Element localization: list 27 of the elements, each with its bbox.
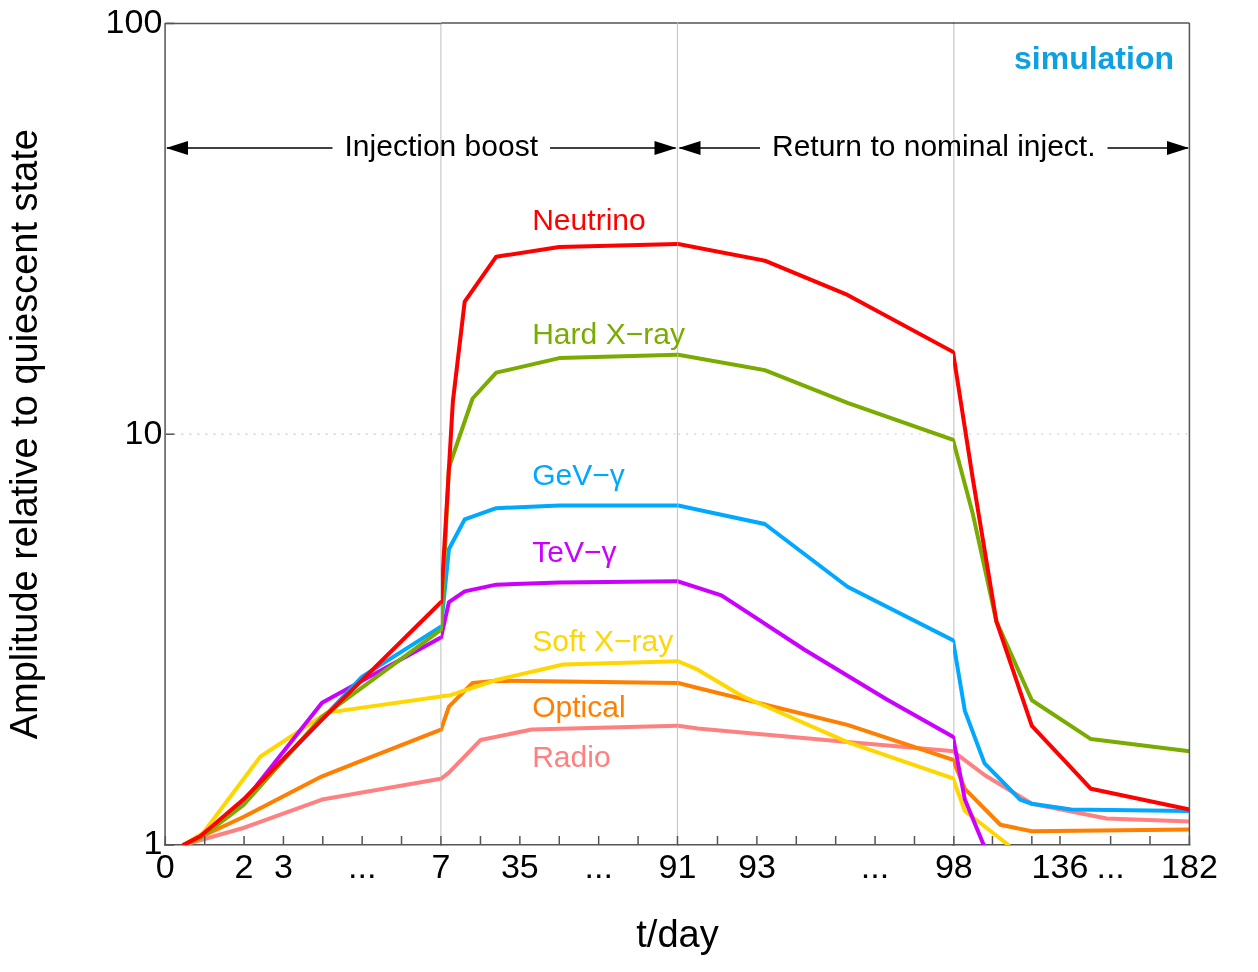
x-axis-title: t/day xyxy=(635,913,720,956)
x-tick-label: 136 xyxy=(1032,846,1089,885)
series-label: Optical xyxy=(532,690,626,724)
y-axis-title: Amplitude relative to quiescent state xyxy=(3,129,46,740)
y-tick-label: 100 xyxy=(105,1,163,40)
x-tick-label: 2 xyxy=(234,846,254,885)
x-tick-label: 182 xyxy=(1161,846,1219,885)
x-tick-label: 7 xyxy=(431,846,451,885)
series-label: Radio xyxy=(532,739,611,773)
x-tick-label: 35 xyxy=(500,846,539,885)
annotation: simulation xyxy=(1013,40,1174,77)
series-label: TeV−γ xyxy=(532,534,617,568)
x-tick-label: 93 xyxy=(737,846,776,885)
series-label: Neutrino xyxy=(532,203,646,237)
x-tick-label: ... xyxy=(860,846,889,885)
series-label: GeV−γ xyxy=(532,458,625,492)
x-tick-label: ... xyxy=(584,846,613,885)
x-tick-label: 91 xyxy=(658,846,697,885)
x-tick-label: 3 xyxy=(273,846,293,885)
series-label: Hard X−ray xyxy=(532,317,685,351)
x-tick-label: ... xyxy=(347,846,377,885)
y-tick-label: 10 xyxy=(124,412,163,451)
x-tick-label: ... xyxy=(1096,846,1126,885)
annotation: Return to nominal inject. xyxy=(772,128,1096,162)
series-label: Soft X−ray xyxy=(532,624,674,658)
x-tick-label: 98 xyxy=(934,846,973,885)
annotation: Injection boost xyxy=(344,128,539,162)
